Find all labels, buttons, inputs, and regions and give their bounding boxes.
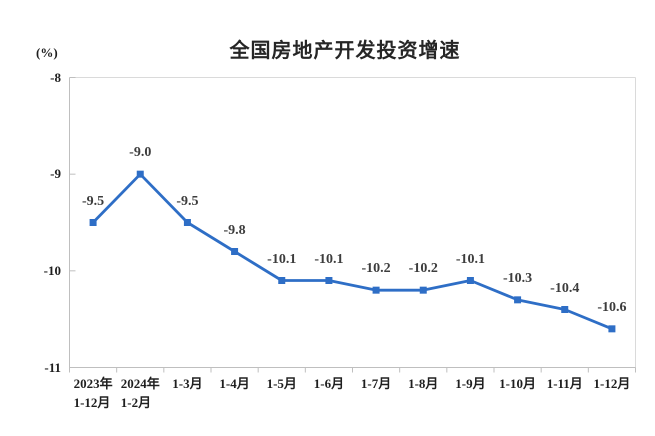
y-tick-label: -9 bbox=[50, 166, 61, 182]
x-axis-label: 2024年 1-2月 bbox=[120, 376, 160, 410]
data-point-marker bbox=[136, 170, 144, 178]
data-point-marker bbox=[419, 286, 427, 294]
data-label: -10.1 bbox=[314, 251, 344, 267]
y-axis-unit-label: (%) bbox=[36, 45, 58, 60]
x-axis-label: 1-4月 bbox=[219, 376, 250, 391]
data-point-marker bbox=[231, 248, 239, 255]
x-axis-label: 1-3月 bbox=[172, 376, 203, 391]
chart-title: 全国房地产开发投资增速 bbox=[229, 40, 461, 62]
data-label: -10.1 bbox=[455, 251, 485, 267]
x-axis-label: 2023年 1-12月 bbox=[73, 376, 113, 410]
x-axis-label: 1-5月 bbox=[266, 376, 297, 391]
y-tick-label: -8 bbox=[50, 69, 61, 85]
x-axis-label: 1-8月 bbox=[408, 376, 439, 391]
x-axis-label: 1-9月 bbox=[455, 376, 486, 391]
data-point-marker bbox=[608, 325, 616, 333]
data-point-marker bbox=[514, 296, 522, 304]
data-point-marker bbox=[183, 219, 191, 226]
data-label: -9.5 bbox=[81, 193, 105, 209]
data-label: -10.4 bbox=[550, 280, 580, 296]
data-point-marker bbox=[278, 277, 286, 284]
data-point-marker bbox=[561, 306, 569, 313]
x-axis-label: 1-11月 bbox=[546, 376, 583, 391]
data-label: -10.2 bbox=[408, 261, 438, 277]
x-axis-label: 1-7月 bbox=[360, 376, 392, 391]
data-point-marker bbox=[466, 277, 474, 284]
x-axis-label: 1-12月 bbox=[593, 376, 631, 391]
data-label: -9.0 bbox=[129, 145, 152, 161]
data-point-marker bbox=[325, 277, 333, 284]
data-label: -10.6 bbox=[597, 299, 627, 315]
y-tick-label: -10 bbox=[43, 262, 61, 278]
data-label: -9.8 bbox=[223, 222, 246, 238]
x-axis-label: 1-10月 bbox=[499, 376, 536, 391]
data-label: -10.1 bbox=[267, 251, 297, 267]
data-label: -10.2 bbox=[361, 261, 391, 277]
data-label: -10.3 bbox=[502, 270, 533, 286]
x-axis-label: 1-6月 bbox=[313, 376, 345, 391]
data-point-marker bbox=[89, 219, 97, 226]
data-point-marker bbox=[372, 286, 380, 294]
y-tick-label: -11 bbox=[44, 359, 61, 375]
data-label: -9.5 bbox=[176, 193, 199, 209]
data-line bbox=[91, 172, 614, 331]
